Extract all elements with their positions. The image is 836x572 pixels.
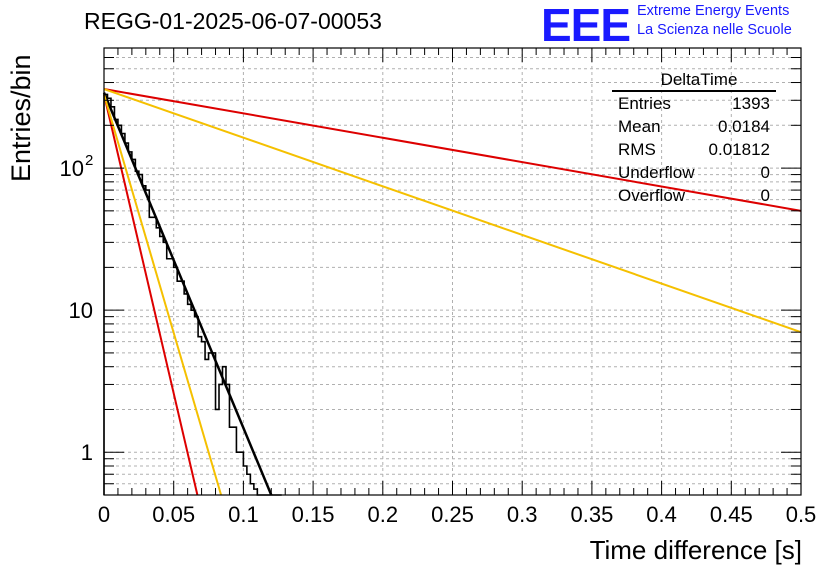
stats-label: Entries — [618, 94, 671, 113]
chart-title: REGG-01-2025-06-07-00053 — [84, 8, 382, 34]
axis-ticks — [103, 47, 802, 496]
x-tick-label: 0.15 — [292, 502, 335, 527]
x-tick-label: 0.25 — [431, 502, 474, 527]
stats-value: 0 — [760, 163, 770, 182]
x-tick-label: 0.35 — [570, 502, 613, 527]
stats-value: 0.0184 — [718, 117, 770, 136]
x-tick-labels: 0 0.05 0.1 0.15 0.2 0.25 0.3 0.35 0.4 0.45 0.5 — [98, 502, 816, 527]
stats-label: Mean — [618, 117, 661, 136]
stats-label: RMS — [618, 140, 656, 159]
stats-title: DeltaTime — [612, 70, 776, 92]
stats-value: 1393 — [732, 94, 770, 113]
y-tick-exponent: 2 — [85, 152, 93, 169]
stats-row: Mean 0.0184 — [612, 115, 776, 138]
histogram-steps — [103, 93, 282, 496]
x-tick-label: 0.3 — [507, 502, 538, 527]
fit-line-slow — [103, 88, 802, 212]
x-tick-label: 0.4 — [646, 502, 677, 527]
x-tick-label: 0.5 — [786, 502, 817, 527]
y-tick-label: 10 — [69, 298, 93, 323]
stats-row: Entries 1393 — [612, 92, 776, 115]
x-axis-label: Time difference [s] — [589, 535, 802, 565]
fit-line-medium — [103, 88, 802, 334]
x-tick-label: 0 — [98, 502, 110, 527]
logo-subtitle-1: Extreme Energy Events — [637, 3, 790, 19]
stats-label: Underflow — [618, 163, 695, 182]
x-tick-label: 0.1 — [228, 502, 259, 527]
x-tick-label: 0.2 — [368, 502, 399, 527]
stats-value: 0 — [760, 186, 770, 205]
stats-row: Underflow 0 — [612, 161, 776, 184]
fit-line-fast-yellow — [103, 94, 223, 496]
y-axis-label: Entries/bin — [6, 54, 36, 182]
stats-box: DeltaTime Entries 1393 Mean 0.0184 RMS 0… — [612, 70, 776, 207]
y-tick-label: 1 — [81, 440, 93, 465]
y-tick-label: 10 — [60, 156, 84, 181]
eee-logo: EEE — [541, 0, 631, 51]
stats-label: Overflow — [618, 186, 686, 205]
stats-row: RMS 0.01812 — [612, 138, 776, 161]
stats-row: Overflow 0 — [612, 184, 776, 207]
x-tick-label: 0.05 — [152, 502, 195, 527]
fit-line-fast-red — [103, 94, 199, 496]
x-tick-label: 0.45 — [710, 502, 753, 527]
logo-subtitle-2: La Scienza nelle Scuole — [637, 22, 792, 38]
stats-value: 0.01812 — [708, 140, 770, 159]
histogram — [103, 93, 282, 496]
